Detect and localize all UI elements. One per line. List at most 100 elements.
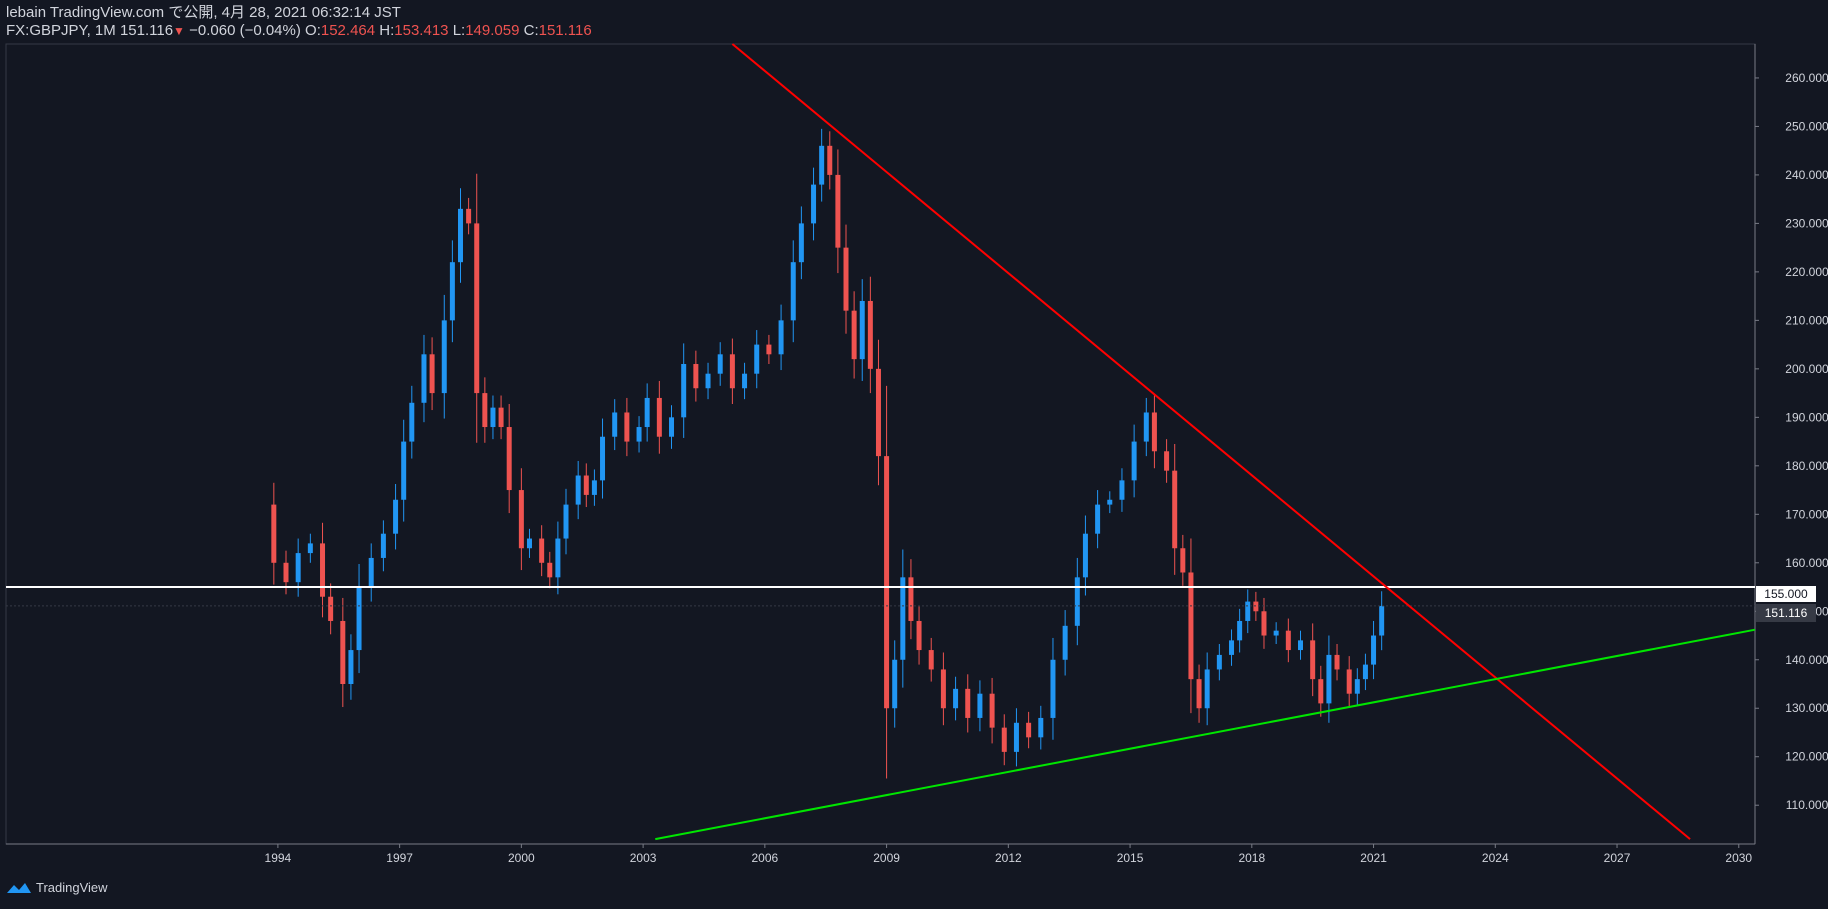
candle-body[interactable] [307,543,313,554]
candle-body[interactable] [474,223,480,394]
candle-body[interactable] [1285,630,1291,651]
candle-body[interactable] [900,577,906,660]
candle-body[interactable] [1379,605,1385,636]
candle-body[interactable] [583,475,589,495]
candle-body[interactable] [851,310,857,360]
candle-body[interactable] [989,693,995,728]
candle-body[interactable] [356,587,362,651]
candle-body[interactable] [1151,412,1157,452]
candle-body[interactable] [441,320,447,394]
candle-body[interactable] [283,562,289,583]
candle-body[interactable] [449,262,455,321]
candle-body[interactable] [656,397,662,437]
resistance-trendline[interactable] [731,43,1691,840]
candle-body[interactable] [754,344,760,374]
candle-body[interactable] [429,354,435,394]
candle-body[interactable] [798,223,804,263]
candle-body[interactable] [965,688,971,718]
candle-body[interactable] [1082,533,1088,578]
candle-body[interactable] [843,247,849,311]
candle-body[interactable] [1204,669,1210,709]
candle-body[interactable] [1038,717,1044,738]
candle-body[interactable] [1326,654,1332,704]
candle-body[interactable] [1143,412,1149,442]
candle-body[interactable] [1310,640,1316,680]
candle-body[interactable] [669,417,675,437]
candle-body[interactable] [539,538,545,563]
candle-body[interactable] [928,650,934,670]
candle-body[interactable] [681,364,687,418]
candle-body[interactable] [1334,654,1340,670]
candle-body[interactable] [790,262,796,321]
candle-body[interactable] [490,407,496,428]
candle-body[interactable] [916,620,922,651]
candle-body[interactable] [1107,499,1113,505]
candle-body[interactable] [1095,504,1101,534]
candle-body[interactable] [401,441,407,500]
candle-body[interactable] [575,475,581,505]
ohlc-legend[interactable]: FX:GBPJPY, 1M 151.116▼ −0.060 (−0.04%) O… [6,22,592,40]
candle-body[interactable] [1013,722,1019,752]
candle-body[interactable] [328,596,334,621]
candle-body[interactable] [1216,654,1222,670]
candle-body[interactable] [1261,611,1267,636]
time-axis[interactable]: 1994 1997 2000 2003 2006 2009 2012 2015 2018 2021… [265,844,1753,865]
candle-body[interactable] [1354,679,1360,694]
candle-body[interactable] [908,577,914,621]
candle-body[interactable] [940,669,946,709]
candle-body[interactable] [1346,669,1352,694]
candle-body[interactable] [835,174,841,248]
candle-body[interactable] [457,208,463,263]
candle-body[interactable] [1026,722,1032,738]
candle-body[interactable] [380,533,386,558]
candle-body[interactable] [1131,441,1137,481]
candle-body[interactable] [717,354,723,374]
support-trendline[interactable] [655,628,1756,841]
candle-body[interactable] [1362,664,1368,680]
branding-footer[interactable]: TradingView [6,880,108,895]
candle-body[interactable] [555,538,561,578]
candle-body[interactable] [892,659,898,709]
candle-body[interactable] [1062,625,1068,660]
candle-body[interactable] [1074,577,1080,626]
candle-body[interactable] [729,354,735,389]
candle-body[interactable] [421,354,427,403]
candle-body[interactable] [1253,601,1259,612]
candle-body[interactable] [1273,630,1279,636]
candle-body[interactable] [591,480,597,495]
candle-body[interactable] [693,364,699,389]
candle-body[interactable] [506,427,512,491]
candle-body[interactable] [636,427,642,442]
candle-body[interactable] [1196,679,1202,709]
candle-body[interactable] [1001,727,1007,752]
candle-body[interactable] [1318,679,1324,704]
candle-body[interactable] [271,504,277,563]
candle-body[interactable] [766,344,772,355]
candle-body[interactable] [1119,480,1125,500]
candle-body[interactable] [563,504,569,539]
candle-body[interactable] [393,499,399,534]
candle-body[interactable] [320,543,326,597]
candle-body[interactable] [778,320,784,355]
candle-body[interactable] [498,407,504,428]
price-axis[interactable]: 110.000120.000130.000140.000150.000160.0… [1755,71,1828,812]
candle-body[interactable] [1229,640,1235,655]
candle-body[interactable] [482,393,488,428]
candle-body[interactable] [705,373,711,389]
candle-body[interactable] [977,693,983,718]
candle-body[interactable] [827,145,833,175]
candle-body[interactable] [953,688,959,709]
candle-body[interactable] [811,184,817,224]
candle-body[interactable] [368,557,374,588]
candle-body[interactable] [600,436,606,481]
candle-body[interactable] [819,145,825,185]
candle-body[interactable] [1237,620,1243,641]
candle-body[interactable] [612,412,618,437]
candle-body[interactable] [340,620,346,684]
candle-body[interactable] [1050,659,1056,718]
candle-body[interactable] [1180,548,1186,573]
candle-body[interactable] [867,300,873,369]
candle-body[interactable] [1172,470,1178,549]
candle-body[interactable] [644,397,650,428]
